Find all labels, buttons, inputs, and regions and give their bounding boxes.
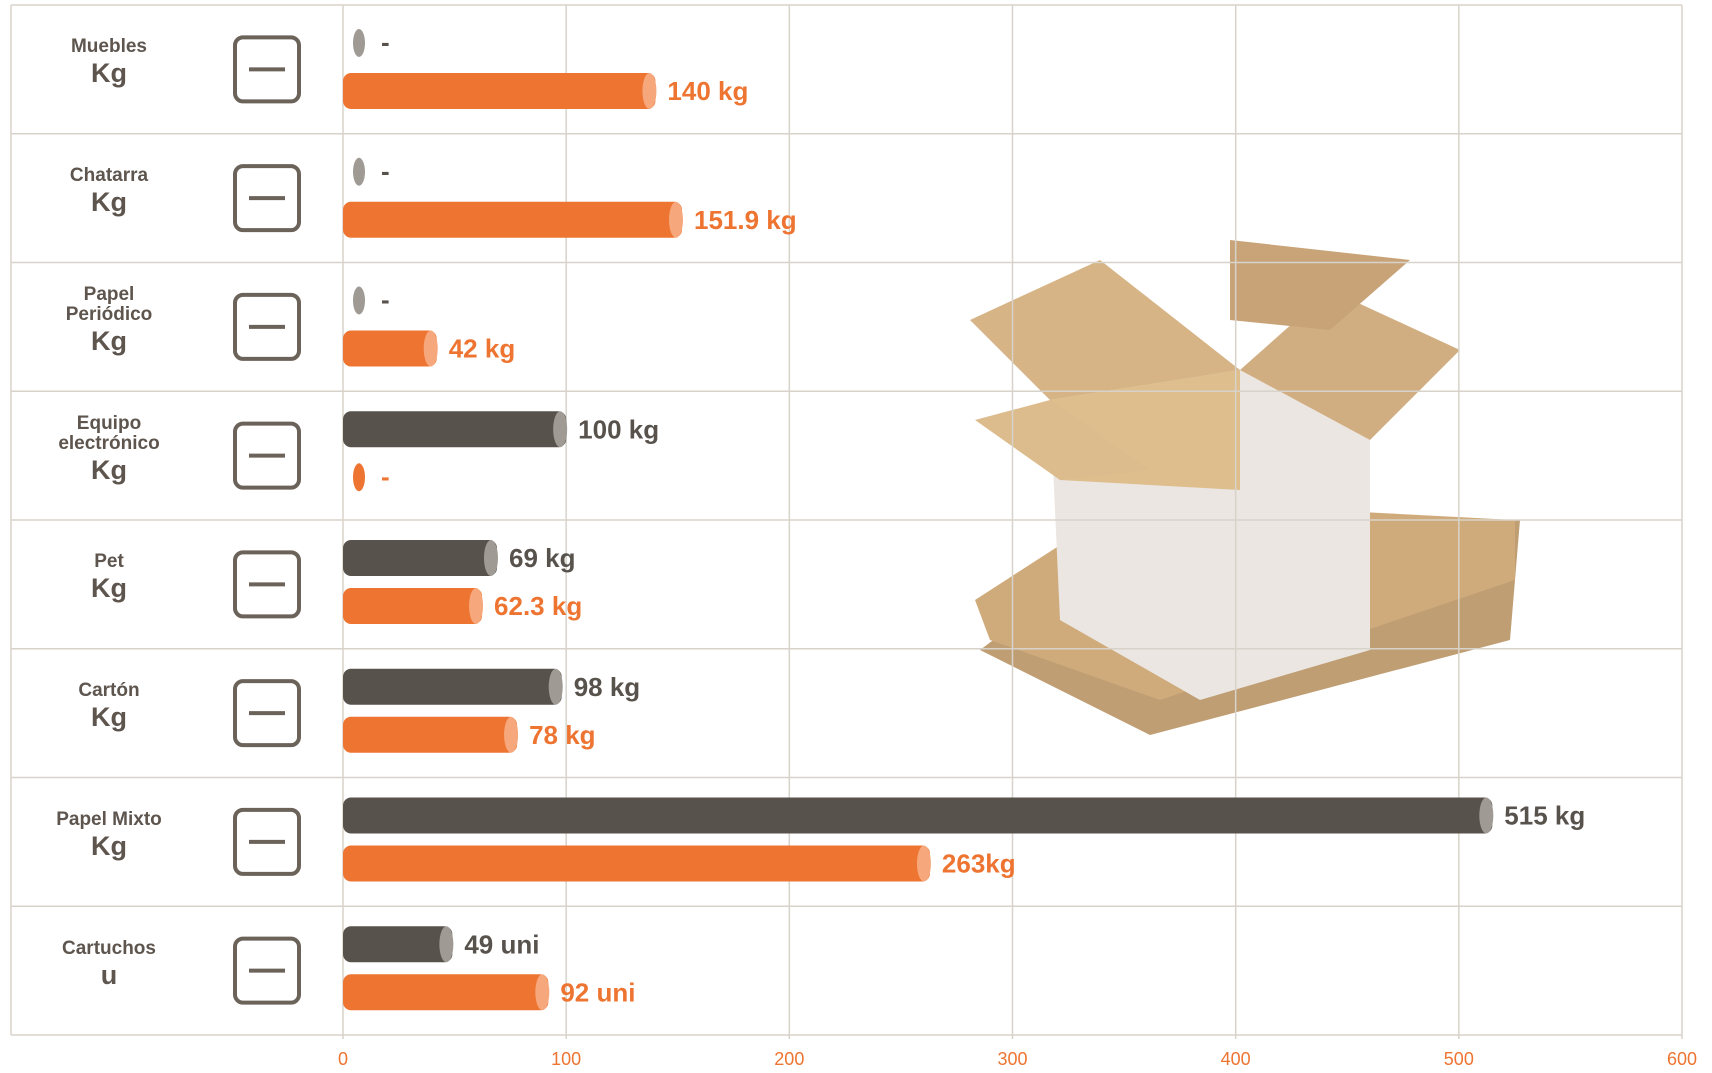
value-label: 78 kg — [529, 720, 596, 750]
bar — [343, 716, 518, 753]
bar — [343, 926, 453, 963]
bar-cap — [535, 974, 550, 1011]
category-label: Pet Kg — [19, 552, 199, 604]
bar — [343, 73, 656, 109]
value-label: 69 kg — [509, 543, 576, 573]
value-label: 100 kg — [578, 414, 659, 444]
category-unit: Kg — [91, 58, 127, 89]
category-name: Papel Mixto — [56, 808, 162, 830]
category-label: Chatarra Kg — [19, 166, 199, 218]
category-label: Muebles Kg — [19, 37, 199, 89]
category-name: Pet — [94, 551, 124, 573]
category-icon — [233, 679, 301, 748]
bar-cap — [916, 845, 931, 882]
value-label: 98 kg — [574, 672, 641, 702]
bar — [343, 330, 437, 367]
category-unit: Kg — [91, 830, 127, 861]
bar-cap — [469, 588, 484, 624]
bar — [343, 974, 549, 1011]
x-tick-label: 300 — [997, 1049, 1027, 1069]
value-label: - — [381, 461, 390, 491]
value-label: 62.3 kg — [494, 591, 582, 621]
value-label: 42 kg — [449, 334, 515, 364]
category-unit: Kg — [91, 702, 127, 733]
category-label: Papel Periódico Kg — [19, 283, 199, 357]
category-unit: Kg — [91, 187, 127, 218]
value-label: - — [381, 285, 390, 315]
bar-cap — [504, 716, 519, 753]
box-illustration — [970, 240, 1520, 735]
category-name: Cartuchos — [62, 937, 156, 959]
bar-cap — [548, 668, 563, 705]
value-label: 151.9 kg — [694, 205, 797, 235]
bar-cap — [642, 73, 657, 109]
bar-cap — [423, 330, 438, 367]
empty-marker — [353, 157, 365, 186]
value-label: - — [381, 156, 390, 186]
x-tick-label: 0 — [338, 1049, 348, 1069]
category-icon — [233, 807, 301, 876]
icons — [233, 35, 301, 1005]
category-label: Equipo electrónico Kg — [19, 412, 199, 486]
x-tick-label: 600 — [1667, 1049, 1697, 1069]
value-label: 515 kg — [1504, 801, 1585, 831]
category-icon — [233, 35, 301, 104]
x-tick-label: 100 — [551, 1049, 581, 1069]
category-unit: u — [100, 959, 118, 990]
category-icon — [233, 550, 301, 619]
category-icon — [233, 292, 301, 361]
category-icon — [233, 936, 301, 1005]
bar — [343, 588, 483, 624]
bar-cap — [1479, 797, 1494, 834]
bar — [343, 540, 497, 576]
value-label: 263kg — [942, 849, 1016, 879]
bar-cap — [553, 411, 568, 448]
category-label: Cartuchos u — [19, 937, 199, 991]
x-tick-label: 400 — [1221, 1049, 1251, 1069]
category-name: Equipo electrónico — [58, 412, 160, 454]
x-tick-label: 500 — [1444, 1049, 1474, 1069]
category-name: Cartón — [78, 680, 140, 702]
x-tick-label: 200 — [774, 1049, 804, 1069]
category-name: Papel Periódico — [65, 283, 153, 325]
value-label: 140 kg — [667, 76, 748, 106]
bar — [343, 845, 930, 882]
bar-cap — [439, 926, 454, 963]
bar — [343, 668, 562, 705]
bar-cap — [483, 540, 498, 576]
empty-marker — [353, 286, 365, 315]
value-label: 49 uni — [464, 929, 539, 959]
category-icon — [233, 421, 301, 490]
category-unit: Kg — [91, 325, 127, 356]
category-name: Chatarra — [69, 165, 149, 187]
value-label: - — [381, 27, 390, 57]
bar — [343, 797, 1493, 834]
category-label: Papel Mixto Kg — [19, 808, 199, 862]
bar — [343, 411, 567, 448]
category-name: Muebles — [70, 36, 148, 58]
category-unit: Kg — [91, 454, 127, 485]
bar-cap — [668, 201, 683, 238]
category-unit: Kg — [91, 573, 127, 604]
value-label: 92 uni — [560, 977, 635, 1007]
category-label: Cartón Kg — [19, 681, 199, 733]
empty-marker — [353, 463, 365, 492]
empty-marker — [353, 29, 365, 57]
category-icon — [233, 164, 301, 233]
bar — [343, 201, 682, 238]
